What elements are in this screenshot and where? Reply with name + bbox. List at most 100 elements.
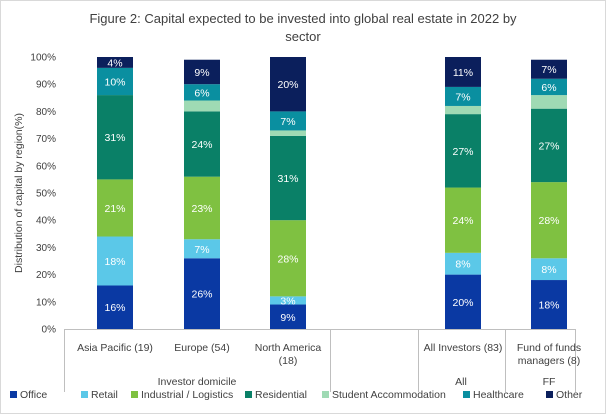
category-label: managers (8) [518, 355, 580, 367]
group-label: FF [543, 376, 556, 388]
bar-segment [270, 57, 306, 112]
data-label: 7% [455, 91, 470, 103]
bar-segment [184, 111, 220, 177]
bar-segment [97, 236, 133, 286]
category-label: Europe (54) [174, 342, 229, 354]
bar-segment [184, 258, 220, 329]
data-label: 7% [541, 64, 556, 76]
legend-label: Residential [255, 389, 307, 401]
data-label: 7% [280, 116, 295, 128]
y-axis: 0% 10% 20% 30% 40% 50% 60% 70% 80% 90% 100% Distrib… [13, 53, 56, 336]
bar-segment [270, 111, 306, 131]
data-label: 18% [104, 256, 125, 268]
bar-segment [270, 296, 306, 305]
group-label: All [455, 376, 467, 388]
category-label: All Investors (83) [424, 342, 503, 354]
bar-segment [531, 258, 567, 281]
bar-segment [445, 274, 481, 329]
bars: 16% 18% 21% 31% 10% 4% 26% 7% 23% 24% 6% 9% 9% 3% 28% 3… [97, 57, 567, 329]
bar-segment [270, 130, 306, 136]
legend-label: Industrial / Logistics [141, 389, 233, 401]
bar-segment [445, 114, 481, 188]
bar-segment [445, 187, 481, 253]
bar-segment [97, 57, 133, 68]
y-axis-label: Distribution of capital by region(%) [13, 113, 25, 273]
data-label: 31% [104, 132, 125, 144]
category-label: Fund of funds [517, 342, 581, 354]
bar-segment [97, 179, 133, 237]
legend-swatch [131, 391, 138, 398]
legend-label: Student Accommodation [332, 389, 446, 401]
data-label: 27% [452, 146, 473, 158]
data-label: 11% [453, 67, 473, 79]
data-label: 4% [107, 57, 122, 69]
legend: Office Retail Industrial / Logistics Reside… [10, 389, 583, 401]
y-tick-label: 90% [36, 80, 56, 91]
bar-segment [531, 59, 567, 79]
y-tick-label: 50% [36, 189, 56, 200]
legend-swatch [546, 391, 553, 398]
data-label: 28% [538, 215, 559, 227]
bar-segment [531, 108, 567, 183]
legend-swatch [463, 391, 470, 398]
legend-swatch [81, 391, 88, 398]
data-label: 6% [194, 87, 209, 99]
bar-segment [270, 220, 306, 297]
bar-segment [270, 304, 306, 329]
bar-segment [184, 176, 220, 240]
bar-segment [531, 95, 567, 109]
data-label: 3% [280, 295, 295, 307]
data-label: 8% [541, 264, 556, 276]
bar-segment [184, 100, 220, 112]
y-tick-label: 10% [36, 297, 56, 308]
bar-segment [97, 95, 133, 180]
category-label: (18) [279, 355, 298, 367]
y-tick-label: 40% [36, 216, 56, 227]
data-label: 24% [452, 215, 473, 227]
data-label: 9% [194, 67, 209, 79]
bar-segment [531, 280, 567, 329]
title-line: Figure 2: Capital expected to be investe… [89, 11, 517, 26]
y-tick-label: 60% [36, 161, 56, 172]
bar-segment [531, 78, 567, 96]
data-label: 20% [452, 297, 473, 309]
data-label: 26% [191, 289, 212, 301]
data-label: 28% [277, 253, 298, 265]
data-label: 27% [538, 140, 559, 152]
legend-swatch [245, 391, 252, 398]
bar-segment [445, 57, 481, 87]
y-tick-label: 20% [36, 270, 56, 281]
data-label: 10% [104, 76, 125, 88]
y-tick-label: 0% [42, 325, 57, 336]
legend-swatch [10, 391, 17, 398]
bar-segment [184, 59, 220, 85]
bar-segment [531, 182, 567, 259]
data-label: 8% [455, 259, 470, 271]
bar-segment [184, 84, 220, 101]
bar-segment [270, 135, 306, 221]
bar-segment [97, 67, 133, 96]
data-label: 18% [538, 300, 559, 312]
x-axis: Asia Pacific (19) Europe (54) North Americ… [64, 329, 581, 392]
bar-segment [445, 86, 481, 106]
group-label: Investor domicile [158, 376, 237, 388]
legend-swatch [322, 391, 329, 398]
data-label: 9% [280, 312, 295, 324]
legend-label: Retail [91, 389, 118, 401]
data-label: 23% [191, 203, 212, 215]
category-label: North America [255, 342, 322, 354]
bar-segment [445, 105, 481, 115]
y-tick-label: 80% [36, 107, 56, 118]
legend-label: Healthcare [473, 389, 524, 401]
bar-segment [97, 285, 133, 329]
legend-label: Office [20, 389, 47, 401]
data-label: 6% [541, 82, 556, 94]
chart-title: Figure 2: Capital expected to be investe… [89, 11, 517, 44]
bar-segment [184, 239, 220, 259]
y-tick-label: 70% [36, 134, 56, 145]
data-label: 21% [104, 203, 125, 215]
data-label: 16% [104, 302, 125, 314]
data-label: 20% [277, 79, 298, 91]
category-label: Asia Pacific (19) [77, 342, 153, 354]
